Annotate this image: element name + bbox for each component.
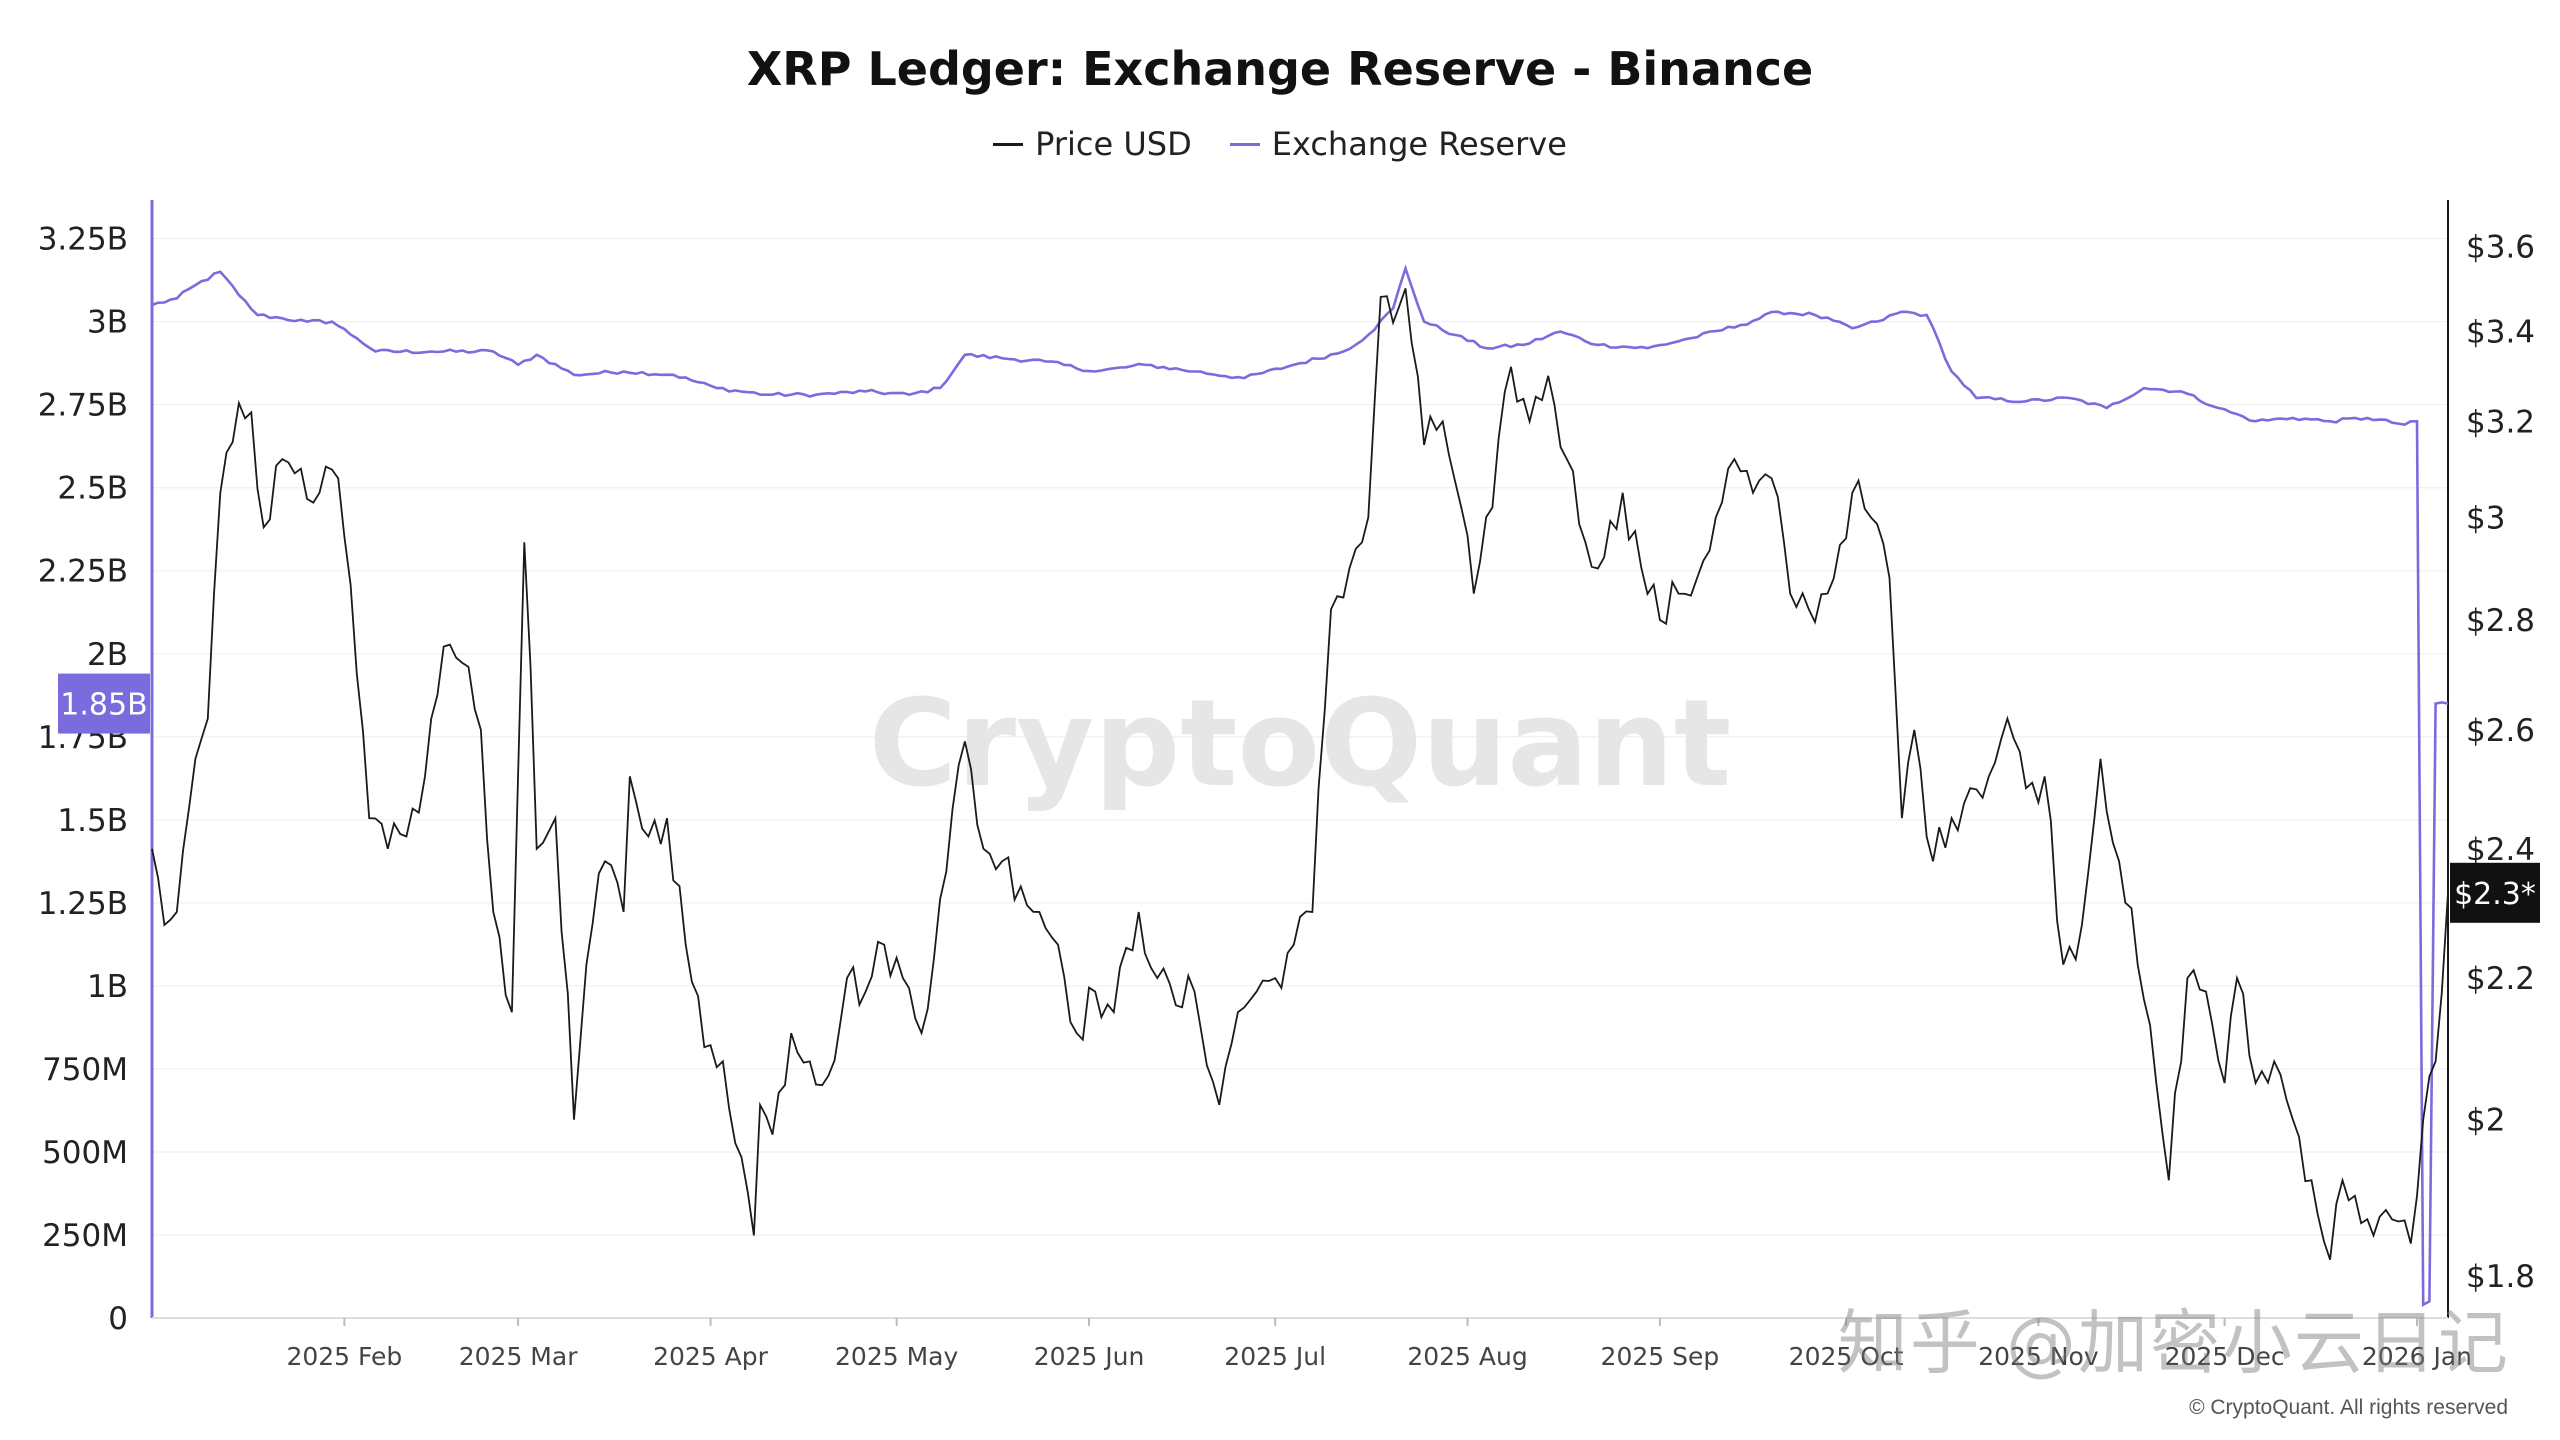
x-tick-label: 2025 Jun [1034, 1342, 1145, 1371]
legend-swatch-price [993, 142, 1024, 146]
right-tick-label: $1.8 [2466, 1259, 2535, 1295]
x-tick-label: 2025 Nov [1978, 1342, 2099, 1371]
overlay-watermark: 知乎 @加密小云日记 [1837, 1302, 2510, 1384]
x-tick-label: 2025 Aug [1407, 1342, 1527, 1371]
legend-item-reserve[interactable]: Exchange Reserve [1229, 125, 1567, 163]
legend-label-price: Price USD [1035, 125, 1192, 163]
left-tick-label: 2.25B [38, 554, 128, 590]
x-tick-label: 2025 Feb [286, 1342, 402, 1371]
right-tick-label: $3.2 [2466, 405, 2535, 441]
left-tick-label: 2.5B [57, 471, 128, 507]
x-tick-label: 2025 Mar [459, 1342, 578, 1371]
chart-title: XRP Ledger: Exchange Reserve - Binance [746, 42, 1814, 96]
right-tick-label: $3.4 [2466, 314, 2535, 350]
price-current-badge [2450, 862, 2540, 923]
reserve-series-line [151, 264, 2449, 1307]
cryptoquant-watermark: CryptoQuant [869, 675, 1731, 814]
left-tick-label: 3B [87, 305, 128, 341]
right-tick-label: $3 [2466, 500, 2505, 536]
left-tick-label: 0 [108, 1301, 128, 1337]
x-tick-label: 2025 Sep [1601, 1342, 1720, 1371]
left-tick-label: 1.25B [38, 886, 128, 922]
left-tick-label: 750M [42, 1052, 128, 1088]
left-tick-label: 3.25B [38, 222, 128, 258]
right-tick-label: $2.6 [2466, 713, 2535, 749]
right-tick-label: $2.2 [2466, 961, 2535, 997]
x-tick-label: 2025 Apr [653, 1342, 769, 1371]
left-tick-label: 500M [42, 1135, 128, 1171]
reserve-current-badge [58, 673, 150, 734]
right-tick-label: $2.4 [2466, 832, 2535, 868]
right-tick-label: $3.6 [2466, 230, 2535, 266]
legend-label-reserve: Exchange Reserve [1271, 125, 1567, 163]
legend-item-price[interactable]: Price USD [993, 125, 1192, 163]
x-tick-label: 2025 Oct [1789, 1342, 1904, 1371]
x-tick-label: 2025 Jul [1224, 1342, 1326, 1371]
x-tick-label: 2025 Dec [2165, 1342, 2285, 1371]
price-series-line [151, 288, 2449, 1260]
legend-swatch-reserve [1229, 142, 1260, 146]
left-tick-label: 2.75B [38, 388, 128, 424]
right-tick-label: $2 [2466, 1103, 2505, 1139]
right-tick-label: $2.8 [2466, 603, 2535, 639]
x-tick-label: 2026 Jan [2362, 1342, 2472, 1371]
copyright-text: © CryptoQuant. All rights reserved [2189, 1396, 2508, 1419]
left-tick-label: 1B [87, 969, 128, 1005]
left-tick-label: 250M [42, 1218, 128, 1254]
price-current-label: $2.3* [2454, 877, 2536, 912]
left-tick-label: 2B [87, 637, 128, 673]
left-tick-label: 1.5B [57, 803, 128, 839]
reserve-current-label: 1.85B [60, 688, 147, 723]
x-tick-label: 2025 May [835, 1342, 958, 1371]
chart-legend: Price USD Exchange Reserve [0, 125, 2560, 163]
